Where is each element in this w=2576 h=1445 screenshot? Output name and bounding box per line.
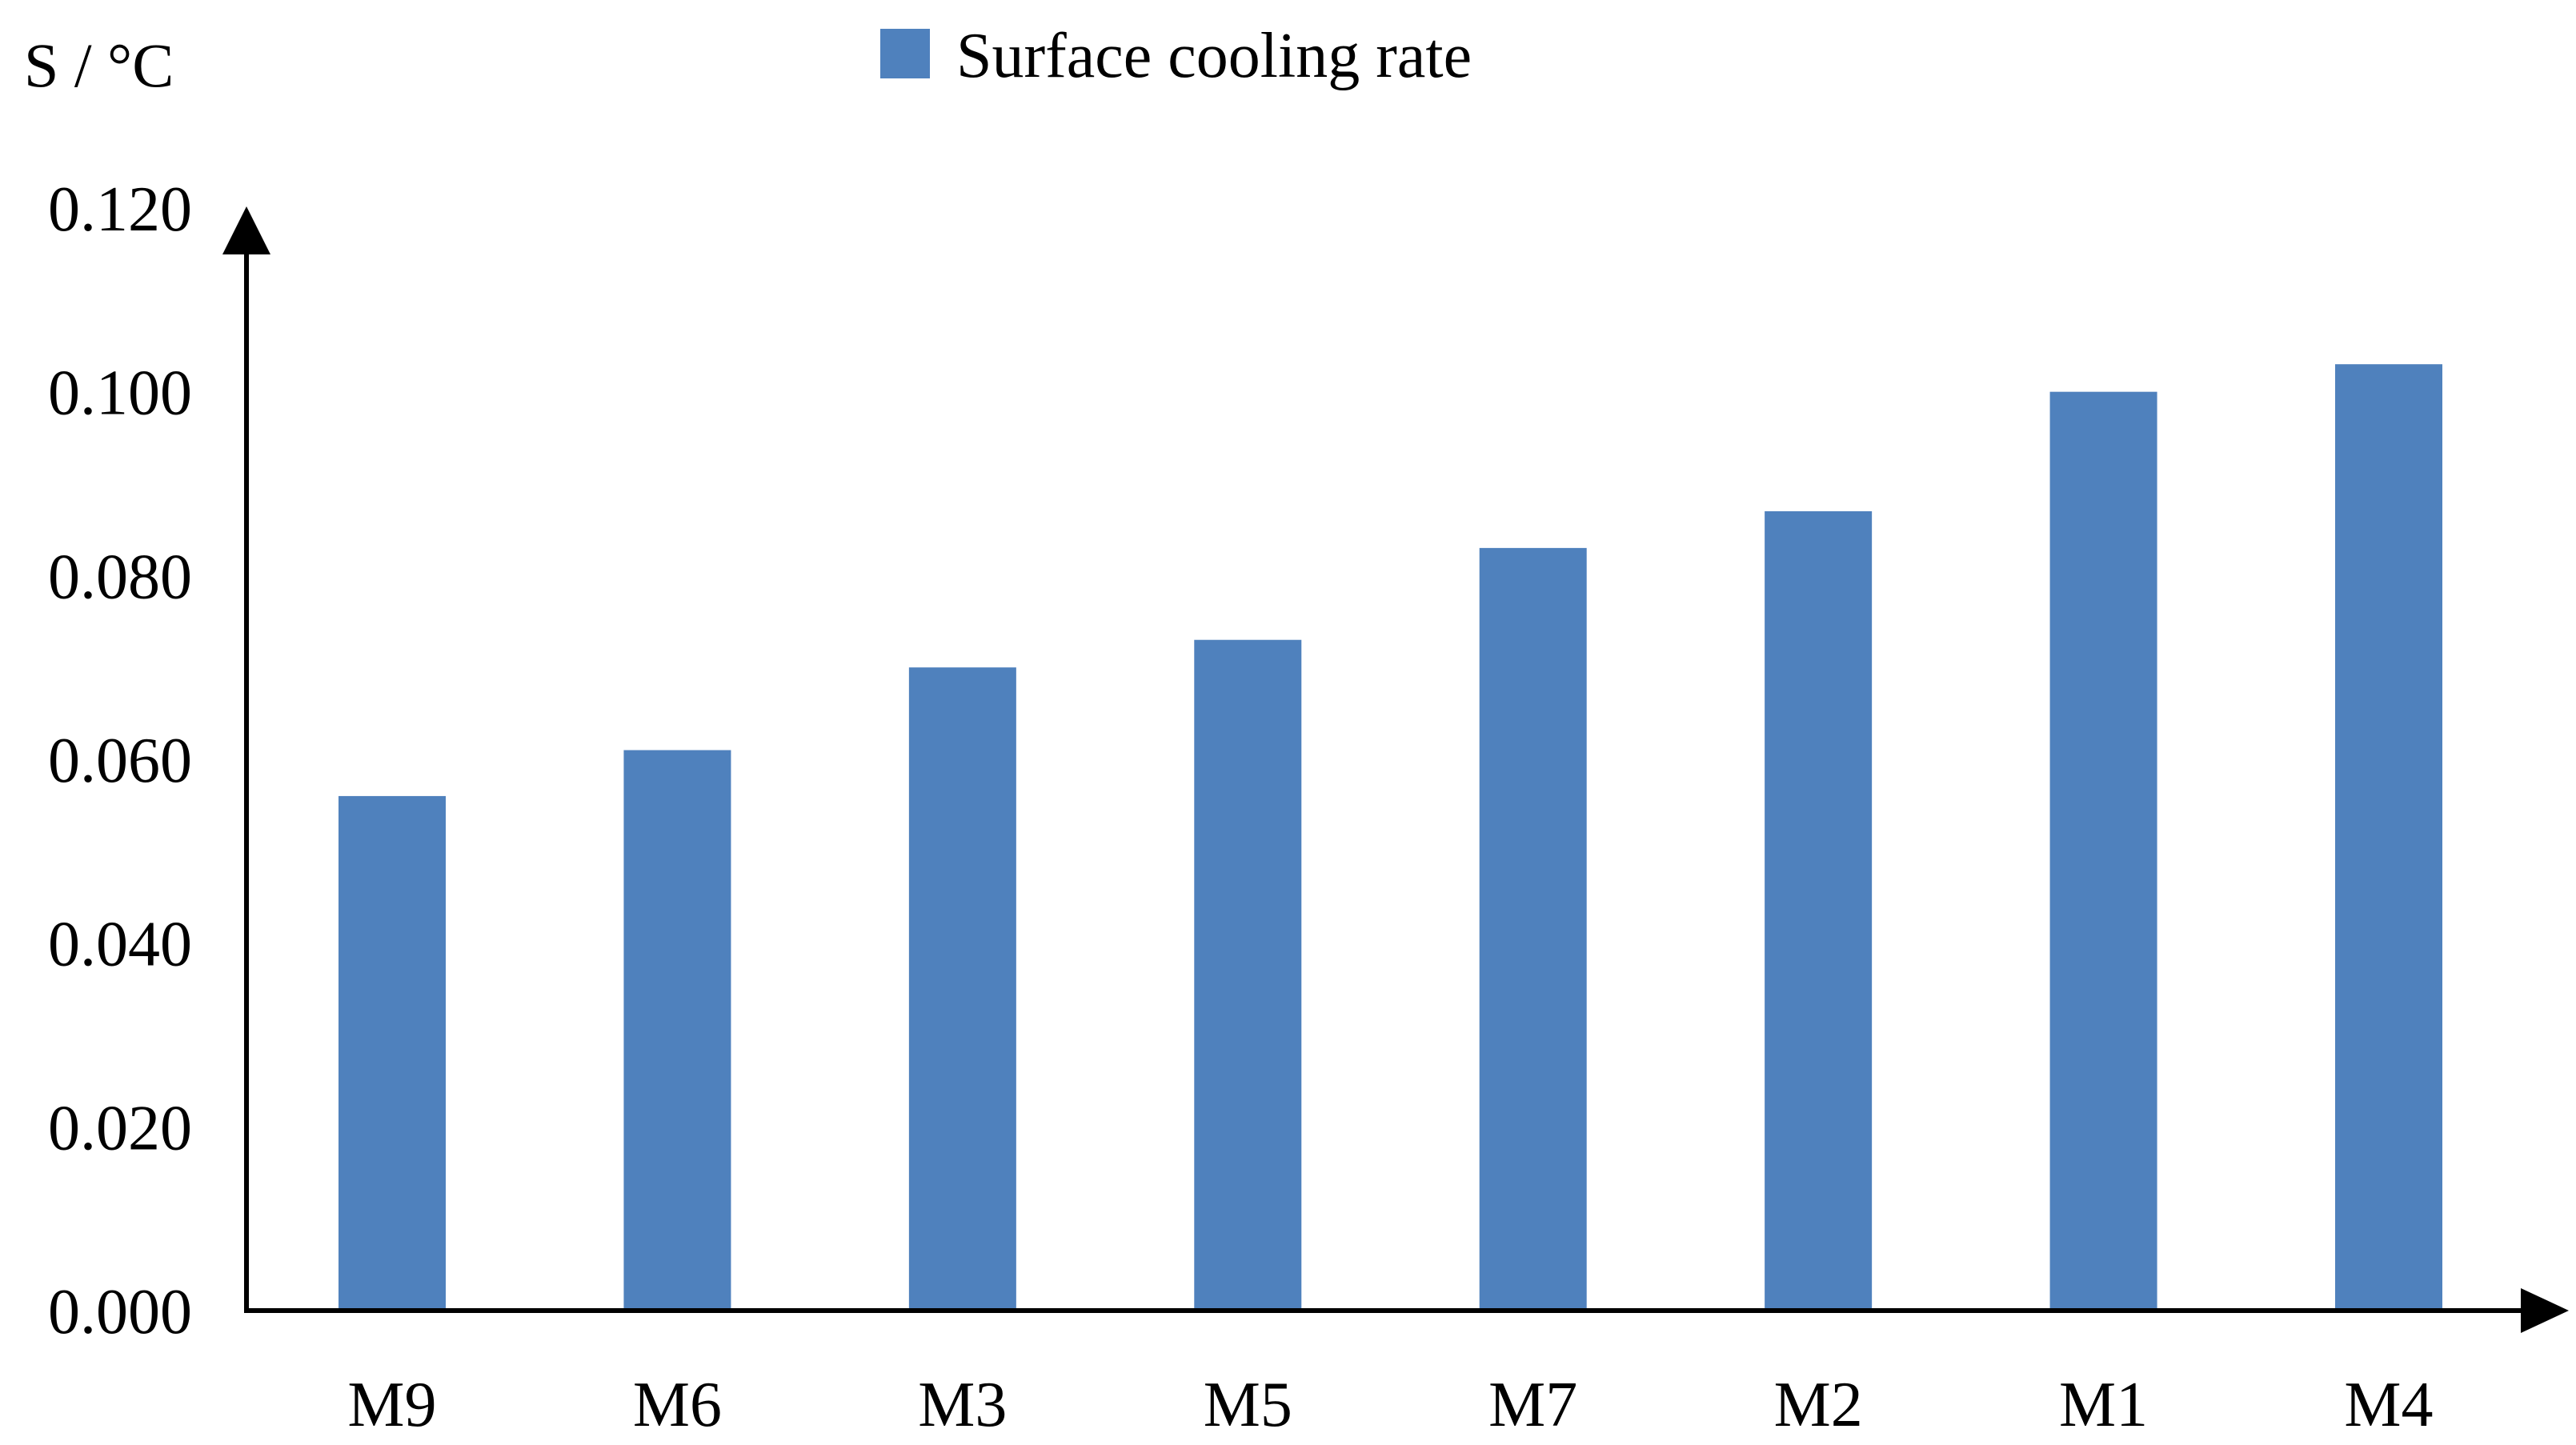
x-tick-label: M4 [2344,1370,2433,1440]
bars [339,364,2442,1311]
x-tick-labels: M9 M6 M3 M5 M7 M2 M1 M4 [347,1370,2433,1440]
y-tick-label: 0.080 [48,542,192,612]
bar-m4 [2335,364,2442,1311]
bar-m1 [2049,391,2157,1311]
legend-label: Surface cooling rate [956,21,1472,91]
axes [222,206,2569,1333]
bar-m2 [1765,510,1873,1311]
legend-swatch [880,29,930,78]
y-tick-labels: 0.000 0.020 0.040 0.060 0.080 0.100 0.120 [48,174,192,1347]
bar-m3 [908,667,1016,1311]
y-tick-label: 0.000 [48,1277,192,1347]
legend: Surface cooling rate [880,21,1472,91]
x-tick-label: M6 [633,1370,722,1440]
y-tick-label: 0.060 [48,726,192,796]
y-tick-label: 0.020 [48,1093,192,1163]
bar-m6 [623,750,731,1311]
x-axis-arrow-icon [2521,1288,2569,1333]
x-tick-label: M9 [347,1370,436,1440]
y-axis-arrow-icon [222,206,270,254]
x-tick-label: M1 [2059,1370,2148,1440]
x-tick-label: M3 [918,1370,1007,1440]
x-tick-label: M7 [1488,1370,1577,1440]
bar-m9 [339,795,446,1311]
y-tick-label: 0.040 [48,910,192,980]
y-tick-label: 0.100 [48,358,192,429]
y-tick-label: 0.120 [48,174,192,245]
x-tick-label: M5 [1204,1370,1292,1440]
y-axis-label: S / °C [24,30,174,100]
bar-m7 [1479,547,1587,1311]
x-tick-label: M2 [1774,1370,1863,1440]
bar-m5 [1194,639,1302,1311]
